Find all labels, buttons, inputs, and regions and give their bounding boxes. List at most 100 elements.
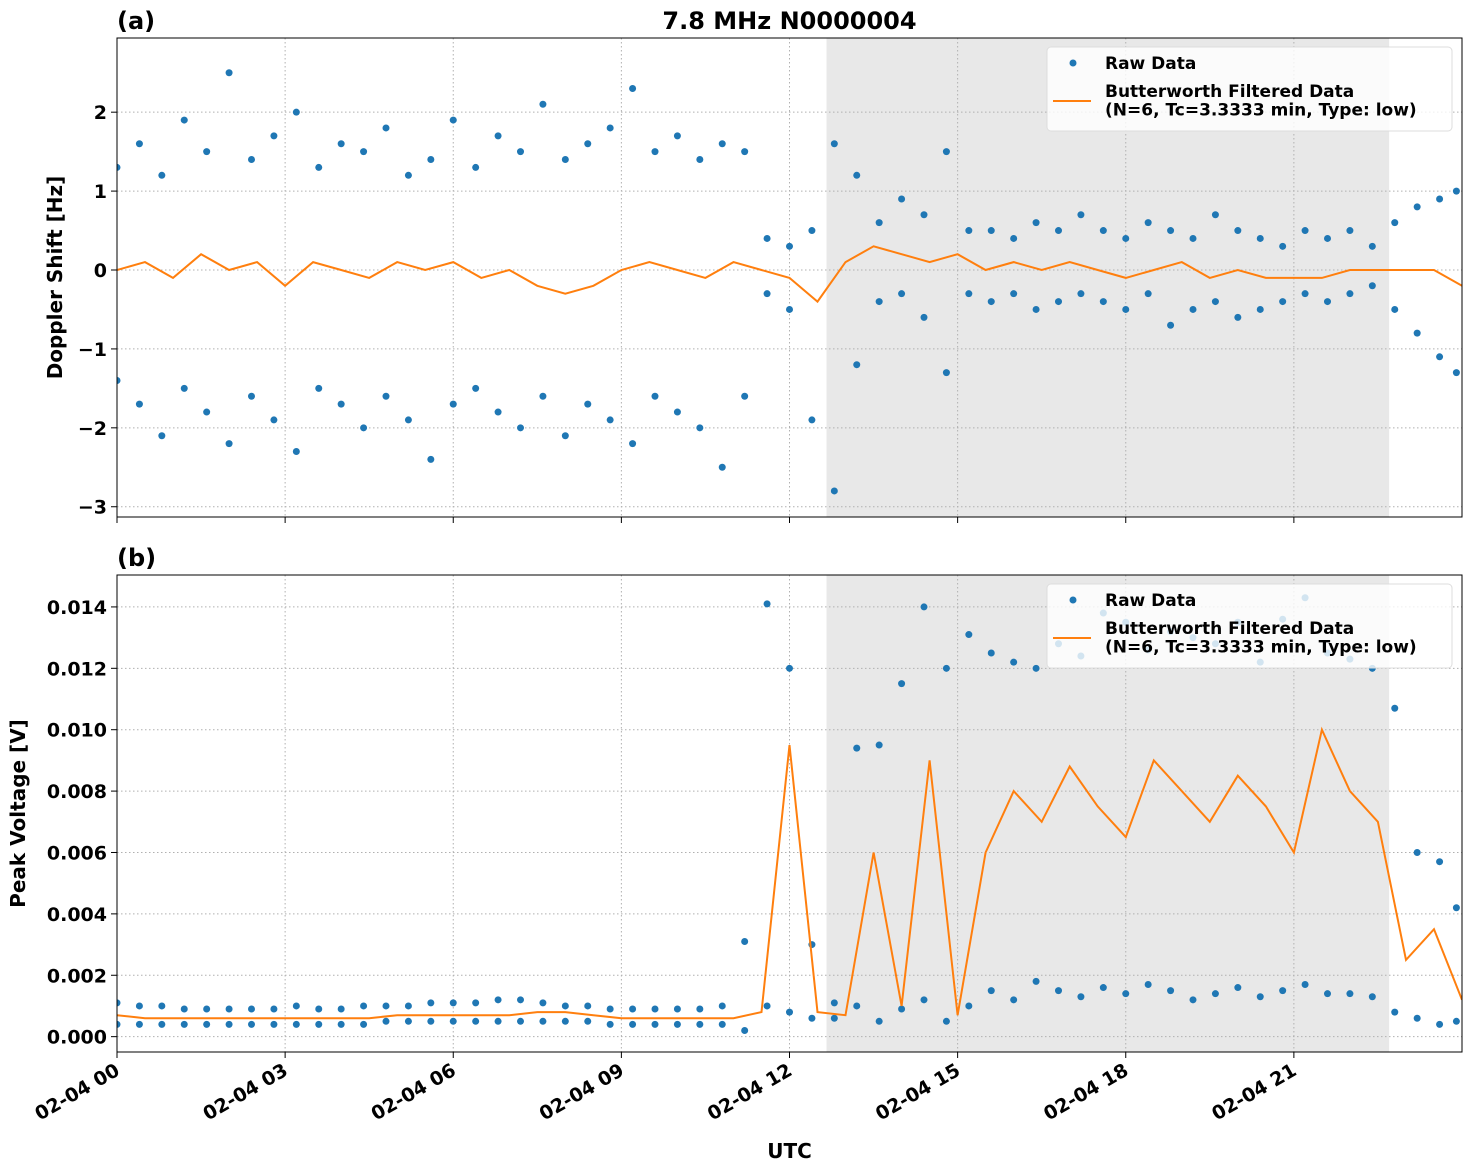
raw-point — [584, 1002, 592, 1010]
raw-point — [853, 171, 861, 179]
raw-point — [987, 227, 995, 235]
raw-point — [606, 416, 614, 424]
raw-point — [449, 1017, 457, 1025]
raw-point — [1436, 1020, 1444, 1028]
raw-point — [1324, 298, 1331, 306]
raw-point — [158, 1020, 166, 1028]
raw-point — [920, 603, 928, 611]
raw-point — [1144, 290, 1152, 298]
raw-point — [1301, 980, 1309, 988]
raw-point — [763, 290, 771, 298]
raw-point — [180, 1020, 188, 1028]
raw-point — [180, 1005, 188, 1013]
x-tick-label: 02-04 18 — [1040, 1059, 1132, 1125]
raw-point — [561, 1017, 569, 1025]
raw-point — [1436, 195, 1444, 203]
raw-point — [1368, 282, 1376, 290]
raw-point — [696, 1020, 704, 1028]
raw-point — [1452, 904, 1460, 912]
y-tick-label: 0.002 — [47, 965, 107, 987]
filtered-line — [117, 245, 1462, 304]
raw-point — [786, 664, 793, 672]
raw-point — [853, 744, 861, 752]
raw-point — [1010, 658, 1018, 666]
raw-point — [1452, 369, 1460, 377]
y-tick-label: 0.012 — [47, 658, 107, 680]
x-axis-label: UTC — [767, 1139, 812, 1163]
raw-point — [270, 1020, 278, 1028]
raw-point — [203, 1005, 211, 1013]
raw-point — [741, 148, 749, 156]
raw-point — [539, 392, 547, 400]
raw-point — [987, 987, 995, 995]
legend-label: Butterworth Filtered Data (N=6, Tc=3.3333… — [1105, 82, 1417, 121]
raw-point — [427, 999, 435, 1007]
raw-point — [315, 384, 323, 392]
raw-point — [1122, 990, 1130, 998]
raw-point — [1055, 298, 1062, 306]
raw-point — [629, 85, 637, 93]
raw-point — [965, 227, 973, 235]
raw-point — [942, 148, 950, 156]
raw-point — [1279, 298, 1287, 306]
raw-point — [808, 227, 816, 235]
legend: Raw Data Butterworth Filtered Data (N=6, T… — [1046, 46, 1453, 132]
raw-point — [248, 1005, 255, 1013]
panel: −3 −2 −1 0 1 2 (a) 7.8 MHz N0000004 Doppler Shif… — [43, 7, 1463, 523]
raw-point — [360, 424, 368, 432]
y-tick-label: 1 — [94, 181, 107, 203]
y-tick-label: 0.004 — [47, 904, 107, 926]
chart-title: 7.8 MHz N0000004 — [662, 7, 916, 35]
raw-point — [1055, 987, 1062, 995]
raw-point — [1144, 980, 1152, 988]
raw-point — [539, 100, 547, 108]
x-tick-label: 02-04 00 — [31, 1059, 123, 1125]
y-tick-label: 0.010 — [47, 720, 107, 742]
raw-point — [117, 999, 121, 1007]
raw-point — [651, 392, 659, 400]
y-tick-label: 2 — [94, 102, 107, 124]
raw-point — [561, 156, 569, 164]
y-axis-label: Peak Voltage [V] — [6, 719, 30, 908]
raw-point — [248, 156, 255, 164]
raw-point — [517, 996, 524, 1004]
raw-point — [225, 69, 233, 77]
data-layer — [117, 594, 1462, 1035]
raw-point — [158, 432, 166, 440]
raw-point — [1234, 313, 1242, 321]
raw-point — [942, 664, 950, 672]
raw-point — [1413, 1014, 1421, 1022]
raw-point — [404, 1002, 412, 1010]
raw-point — [1324, 990, 1331, 998]
raw-point — [718, 1002, 726, 1010]
raw-point — [404, 416, 412, 424]
raw-point — [898, 1005, 906, 1013]
raw-point — [1368, 242, 1376, 250]
raw-point — [830, 140, 838, 148]
raw-point — [225, 1020, 233, 1028]
raw-point — [117, 376, 121, 384]
raw-point — [1413, 848, 1421, 856]
raw-point — [360, 1002, 368, 1010]
plot-frame — [116, 37, 1463, 518]
raw-point — [248, 1020, 255, 1028]
raw-point — [315, 163, 323, 171]
raw-point — [494, 408, 502, 416]
raw-point — [673, 408, 681, 416]
raw-point — [1324, 234, 1331, 242]
raw-point — [786, 305, 793, 313]
raw-point — [673, 132, 681, 140]
raw-point — [382, 1017, 390, 1025]
raw-point — [472, 384, 480, 392]
raw-point — [225, 440, 233, 448]
raw-point — [472, 999, 480, 1007]
legend-box — [1046, 583, 1453, 669]
legend-marker — [1069, 596, 1077, 604]
raw-point — [696, 156, 704, 164]
raw-point — [875, 1017, 883, 1025]
raw-point — [853, 361, 861, 369]
raw-point — [741, 937, 749, 945]
raw-point — [158, 1002, 166, 1010]
raw-point — [517, 424, 524, 432]
